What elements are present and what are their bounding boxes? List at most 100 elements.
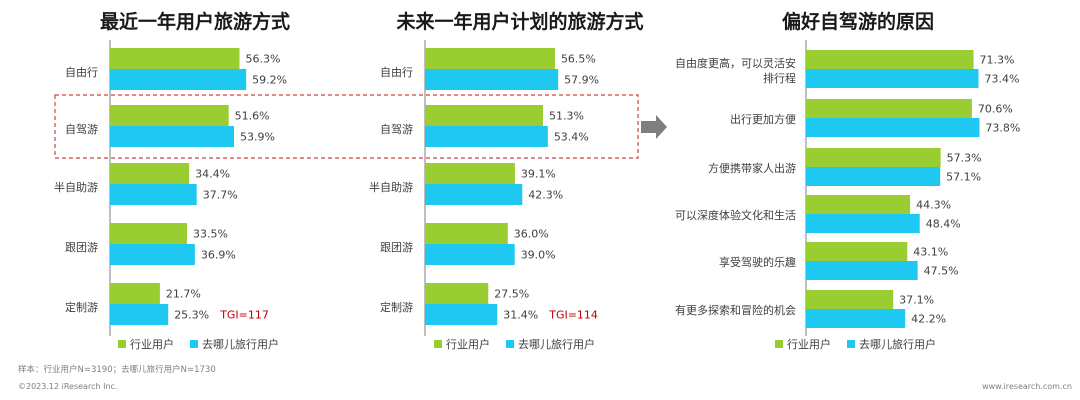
industry-bar-cat-1 xyxy=(425,105,543,126)
chart-title: 偏好自驾游的原因 xyxy=(782,10,934,33)
industry-value-label-cat-0: 56.5% xyxy=(561,53,596,66)
legend-label-industry: 行业用户 xyxy=(446,337,490,351)
category-label-cat-5: 有更多探索和冒险的机会 xyxy=(675,303,796,317)
qunar-value-label-cat-3: 39.0% xyxy=(521,249,556,262)
industry-value-label-cat-1: 51.3% xyxy=(549,110,584,123)
tgi-annotation: TGI=117 xyxy=(219,309,269,322)
overlay-layer xyxy=(54,94,667,159)
category-label-cat-2: 半自助游 xyxy=(54,180,98,194)
category-label-cat-3: 跟团游 xyxy=(65,241,98,254)
industry-bar-cat-0 xyxy=(110,48,240,69)
industry-bar-cat-2 xyxy=(110,163,190,184)
qunar-bar-cat-2 xyxy=(806,167,941,186)
category-label-cat-1: 自驾游 xyxy=(65,123,98,136)
category-label-cat-1: 自驾游 xyxy=(380,123,413,136)
industry-value-label-cat-2: 34.4% xyxy=(195,168,230,181)
qunar-value-label-cat-4: 31.4% xyxy=(503,309,538,322)
category-label-cat-0: 自由行 xyxy=(65,65,98,79)
qunar-bar-cat-3 xyxy=(806,214,920,233)
chart-title: 最近一年用户旅游方式 xyxy=(100,10,290,33)
qunar-bar-cat-0 xyxy=(806,69,979,88)
category-label-cat-4: 定制游 xyxy=(380,300,413,314)
qunar-value-label-cat-3: 48.4% xyxy=(926,218,961,231)
legend-label-qunar: 去哪儿旅行用户 xyxy=(859,337,936,351)
industry-bar-cat-4 xyxy=(806,242,908,261)
industry-bar-cat-4 xyxy=(110,283,160,304)
qunar-bar-cat-2 xyxy=(425,184,523,205)
industry-value-label-cat-2: 57.3% xyxy=(947,152,982,165)
legend-swatch-qunar xyxy=(190,340,198,348)
qunar-bar-cat-3 xyxy=(425,244,515,265)
category-label-cat-3: 可以深度体验文化和生活 xyxy=(675,208,796,222)
legend-swatch-qunar xyxy=(847,340,855,348)
industry-value-label-cat-3: 33.5% xyxy=(193,228,228,241)
qunar-value-label-cat-2: 42.3% xyxy=(528,189,563,202)
qunar-bar-cat-1 xyxy=(806,118,980,137)
industry-value-label-cat-0: 71.3% xyxy=(980,54,1015,67)
legend-label-qunar: 去哪儿旅行用户 xyxy=(518,337,595,351)
chart-title: 未来一年用户计划的旅游方式 xyxy=(395,10,643,33)
tgi-annotation: TGI=114 xyxy=(548,309,598,322)
category-label-cat-1: 出行更加方便 xyxy=(730,112,796,126)
legend-swatch-industry xyxy=(118,340,126,348)
footer-copyright: ©2023.12 iResearch Inc. xyxy=(18,382,117,391)
category-label-cat-2: 方便携带家人出游 xyxy=(708,161,796,175)
qunar-value-label-cat-3: 36.9% xyxy=(201,249,236,262)
qunar-value-label-cat-1: 53.9% xyxy=(240,131,275,144)
industry-bar-cat-3 xyxy=(806,195,911,214)
qunar-bar-cat-1 xyxy=(110,126,234,147)
qunar-value-label-cat-4: 47.5% xyxy=(924,265,959,278)
qunar-bar-cat-4 xyxy=(425,304,498,325)
category-label-cat-3: 跟团游 xyxy=(380,241,413,254)
legend-swatch-industry xyxy=(775,340,783,348)
qunar-value-label-cat-0: 59.2% xyxy=(252,74,287,87)
footer-website: www.iresearch.com.cn xyxy=(982,382,1072,391)
industry-value-label-cat-3: 44.3% xyxy=(916,199,951,212)
industry-bar-cat-3 xyxy=(110,223,188,244)
category-label-cat-0: 自由行 xyxy=(380,65,413,79)
qunar-value-label-cat-5: 42.2% xyxy=(911,313,946,326)
industry-bar-cat-0 xyxy=(806,50,974,69)
industry-value-label-cat-1: 51.6% xyxy=(235,110,270,123)
legend-swatch-industry xyxy=(434,340,442,348)
qunar-bar-cat-4 xyxy=(806,261,918,280)
qunar-value-label-cat-2: 37.7% xyxy=(203,189,238,202)
self-drive-highlight-box xyxy=(54,94,639,159)
qunar-value-label-cat-1: 73.8% xyxy=(985,122,1020,135)
qunar-bar-cat-3 xyxy=(110,244,195,265)
industry-value-label-cat-1: 70.6% xyxy=(978,103,1013,116)
legend-swatch-qunar xyxy=(506,340,514,348)
chart-legend: 行业用户 去哪儿旅行用户 xyxy=(434,337,595,351)
arrow-right-icon xyxy=(641,115,667,139)
category-label-cat-4: 定制游 xyxy=(65,300,98,314)
qunar-bar-cat-0 xyxy=(425,69,559,90)
qunar-value-label-cat-0: 73.4% xyxy=(984,73,1019,86)
industry-bar-cat-5 xyxy=(806,290,894,309)
qunar-bar-cat-2 xyxy=(110,184,197,205)
qunar-value-label-cat-4: 25.3% xyxy=(174,309,209,322)
industry-bar-cat-2 xyxy=(806,148,941,167)
qunar-bar-cat-1 xyxy=(425,126,548,147)
qunar-value-label-cat-1: 53.4% xyxy=(554,131,589,144)
industry-bar-cat-1 xyxy=(806,99,972,118)
industry-bar-cat-1 xyxy=(110,105,229,126)
industry-value-label-cat-0: 56.3% xyxy=(245,53,280,66)
industry-bar-cat-4 xyxy=(425,283,489,304)
industry-value-label-cat-4: 43.1% xyxy=(913,246,948,259)
category-label-cat-4: 享受驾驶的乐趣 xyxy=(719,255,796,269)
chart-legend: 行业用户 去哪儿旅行用户 xyxy=(775,337,936,351)
industry-value-label-cat-5: 37.1% xyxy=(899,294,934,307)
industry-value-label-cat-4: 27.5% xyxy=(494,288,529,301)
industry-bar-cat-2 xyxy=(425,163,515,184)
legend-label-qunar: 去哪儿旅行用户 xyxy=(202,337,279,351)
qunar-bar-cat-0 xyxy=(110,69,247,90)
footer-sample-note: 样本：行业用户N=3190；去哪儿旅行用户N=1730 xyxy=(18,364,216,375)
qunar-value-label-cat-2: 57.1% xyxy=(946,171,981,184)
industry-value-label-cat-3: 36.0% xyxy=(514,228,549,241)
industry-bar-cat-0 xyxy=(425,48,555,69)
qunar-bar-cat-4 xyxy=(110,304,169,325)
